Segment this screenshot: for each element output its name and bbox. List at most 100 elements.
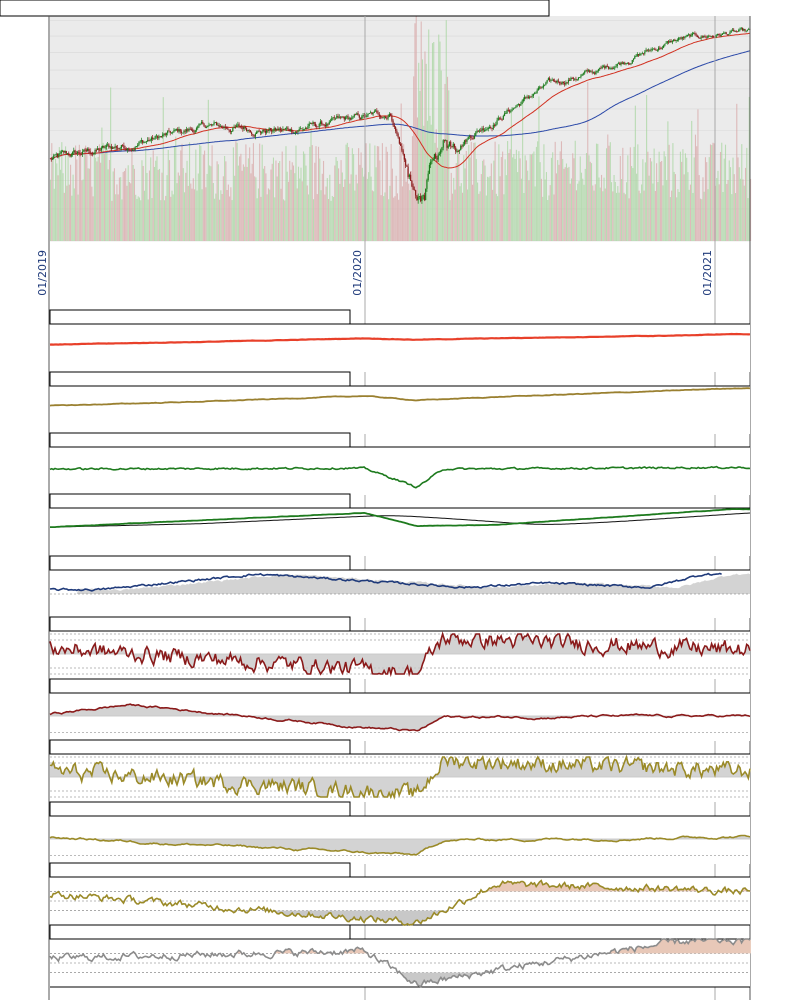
volume-bar [95, 157, 97, 241]
volume-bar [274, 197, 276, 241]
volume-bar [277, 163, 280, 241]
volume-bar [639, 193, 641, 241]
volume-bar [701, 199, 703, 241]
candle-body [488, 127, 491, 128]
volume-bar [260, 196, 262, 241]
candle-body [308, 123, 310, 126]
candle-body [183, 130, 185, 133]
volume-bar [726, 183, 728, 241]
candle-body [286, 127, 288, 129]
volume-bar [376, 146, 378, 241]
candle-body [410, 174, 412, 181]
candle-body [683, 37, 685, 39]
volume-bar [493, 160, 495, 241]
candle-body [86, 148, 89, 151]
candle-body [80, 153, 82, 155]
volume-bar [504, 159, 506, 241]
candle-body [586, 70, 588, 72]
candle-body [274, 128, 277, 130]
candle-body [390, 114, 392, 116]
candle-body [349, 118, 352, 120]
candle-body [426, 179, 428, 189]
volume-bar [371, 190, 373, 241]
volume-bar [530, 154, 532, 241]
volume-bar [88, 168, 90, 241]
candle-body [342, 116, 344, 118]
candle-body [341, 116, 343, 118]
volume-bar [121, 199, 123, 241]
volume-bar [438, 34, 440, 242]
candle-body [698, 37, 700, 39]
candle-body [611, 68, 613, 69]
volume-bar [147, 199, 149, 241]
candle-body [251, 132, 253, 134]
candle-body [152, 137, 154, 140]
volume-bar [716, 178, 718, 241]
candle-body [357, 113, 359, 116]
candle-body [168, 130, 170, 132]
candle-body [442, 140, 444, 148]
candle-body [535, 92, 537, 94]
candle-body [247, 130, 249, 131]
candle-body [463, 140, 466, 145]
candle-body [521, 101, 523, 105]
candle-body [110, 146, 112, 149]
pct-above-200ema-line [49, 937, 751, 988]
volume-bar [537, 141, 539, 241]
candle-body [120, 145, 122, 149]
volume-bar [80, 154, 82, 241]
candle-body [149, 140, 151, 142]
candle-body [545, 82, 547, 85]
candle-body [705, 36, 707, 38]
candle-body [309, 123, 312, 125]
candle-body [619, 63, 621, 65]
volume-bar [750, 178, 752, 241]
volume-bar [350, 174, 352, 241]
volume-bar [344, 179, 346, 241]
volume-bar [316, 194, 318, 241]
candle-body [79, 152, 81, 154]
volume-bar [436, 147, 439, 241]
volume-bar [724, 144, 727, 241]
candle-body [248, 130, 250, 131]
volume-bar [125, 168, 127, 241]
volume-bar [733, 174, 735, 241]
volume-bar [677, 189, 679, 241]
candle-body [257, 130, 259, 133]
panel-title-box [49, 432, 351, 448]
volume-bar [170, 196, 172, 241]
volume-bar [699, 198, 702, 241]
volume-bar [623, 192, 625, 241]
candle-body [443, 140, 446, 142]
candle-body [105, 145, 107, 148]
candle-body [534, 93, 536, 94]
volume-bar [565, 163, 568, 241]
candle-body [549, 78, 551, 81]
volume-bar [533, 151, 535, 241]
volume-bar [466, 189, 469, 241]
candle-body [659, 47, 661, 49]
volume-bar [648, 175, 650, 241]
volume-bar [331, 195, 333, 241]
candle-body [496, 120, 498, 125]
volume-bar [741, 144, 743, 241]
volume-bar [423, 125, 425, 241]
candle-body [420, 196, 422, 202]
volume-bar [540, 178, 542, 241]
volume-bar [604, 188, 606, 241]
volume-bar [461, 192, 464, 241]
volume-bar [389, 185, 391, 241]
volume-bar [176, 183, 178, 241]
candle-body [591, 71, 593, 73]
volume-bar [515, 149, 517, 241]
volume-bar [608, 145, 610, 241]
volume-bar [727, 180, 729, 241]
volume-bar [548, 195, 550, 241]
candle-body [362, 114, 364, 117]
candle-body [544, 84, 546, 86]
candle-body [269, 128, 271, 131]
date-tick-label: 01/2020 [351, 250, 364, 296]
volume-bar [593, 190, 595, 241]
volume-bar [126, 185, 128, 241]
